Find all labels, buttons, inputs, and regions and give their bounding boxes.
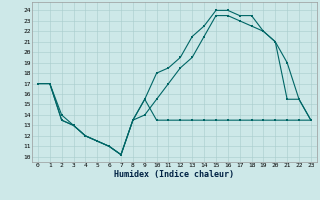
X-axis label: Humidex (Indice chaleur): Humidex (Indice chaleur) — [115, 170, 234, 179]
